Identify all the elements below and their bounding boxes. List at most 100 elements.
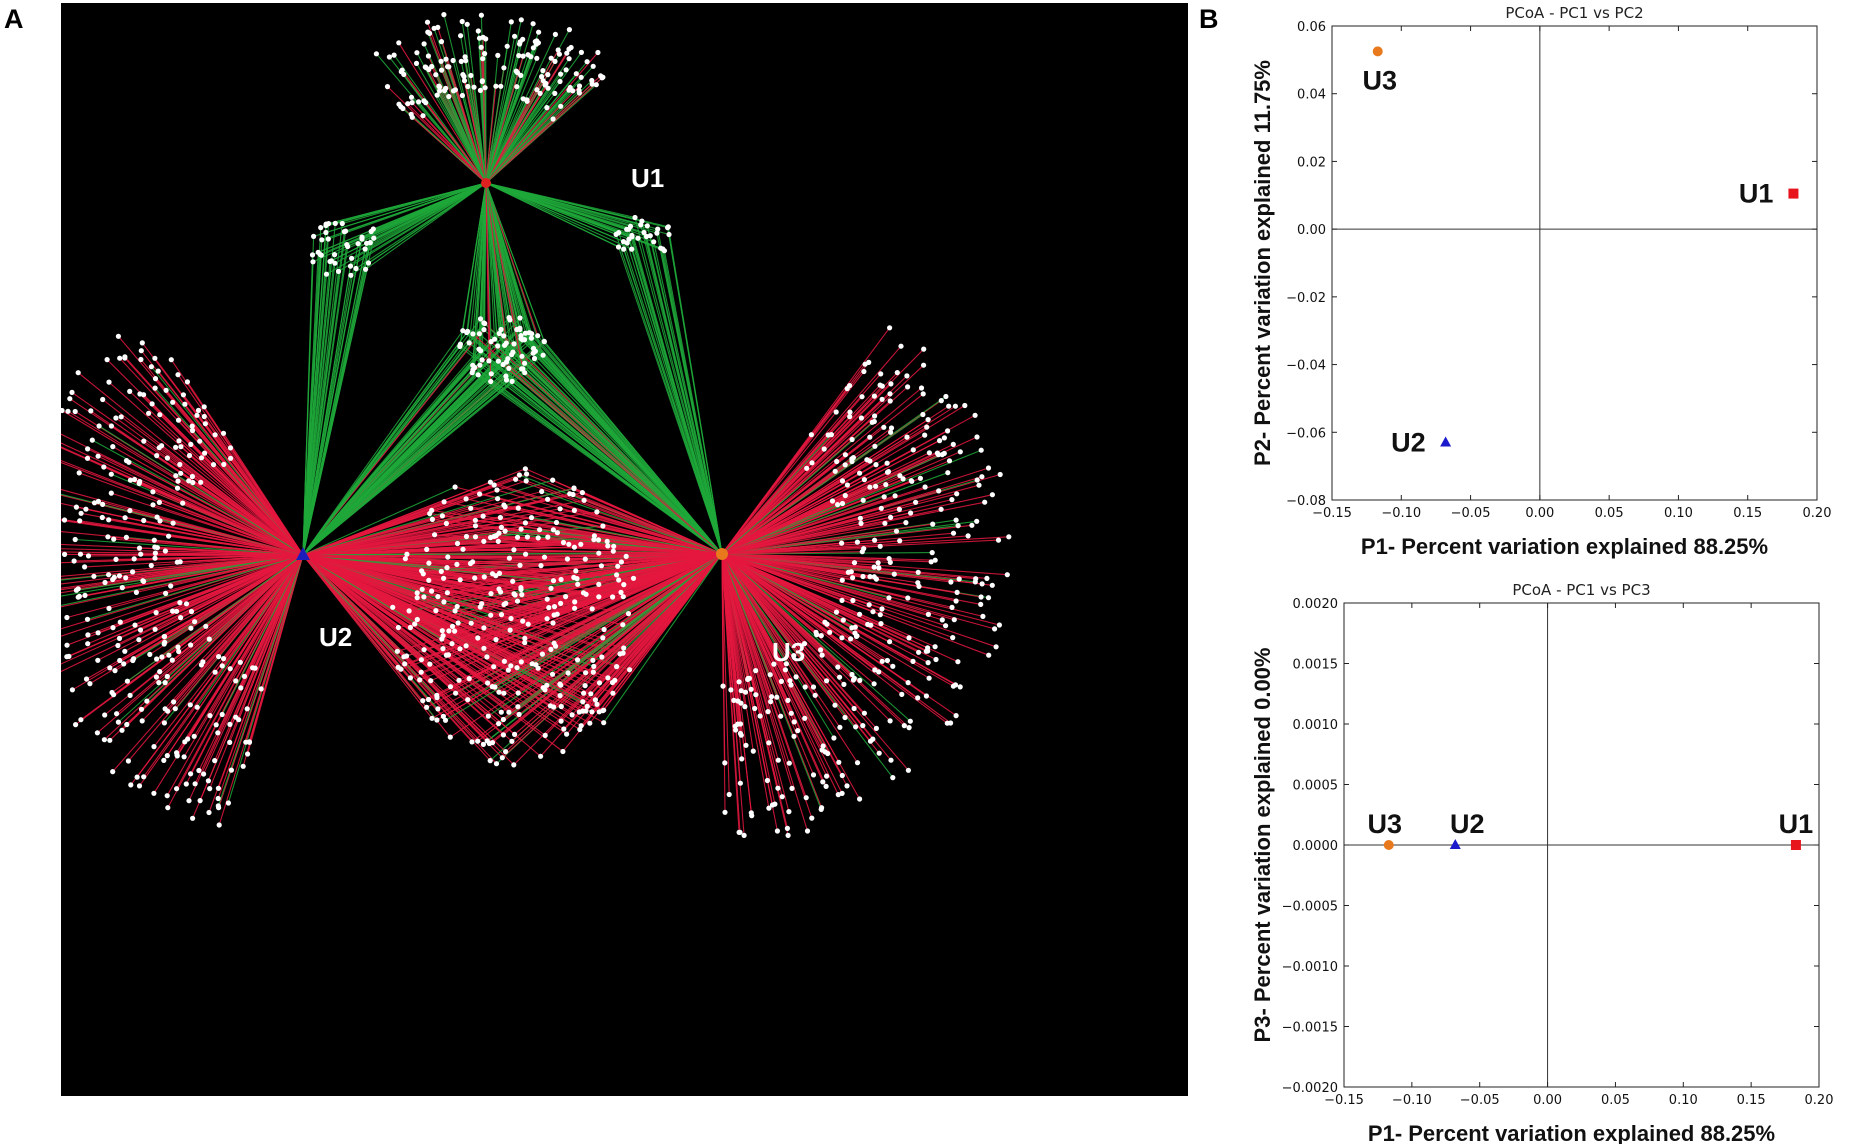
x-axis-label: P1- Percent variation explained 88.25% [1361, 534, 1768, 559]
node [319, 237, 325, 243]
node [732, 723, 738, 729]
node [157, 412, 163, 418]
node [127, 477, 133, 483]
node [485, 680, 491, 686]
node [166, 533, 172, 539]
node [154, 514, 160, 520]
edge [302, 252, 319, 556]
node [890, 775, 896, 781]
node [480, 513, 486, 519]
edge [494, 338, 723, 555]
node [85, 641, 91, 647]
node [639, 218, 645, 224]
node [481, 538, 487, 545]
node [742, 689, 749, 695]
node [91, 573, 97, 579]
node [766, 740, 772, 746]
node [503, 749, 509, 755]
edge [108, 554, 304, 576]
node [496, 721, 502, 727]
node [215, 785, 221, 791]
node [390, 604, 396, 610]
node [111, 536, 117, 542]
edge [531, 517, 723, 555]
node [194, 412, 200, 418]
node [920, 391, 926, 397]
node [227, 721, 233, 728]
node [801, 641, 808, 647]
node [557, 693, 563, 699]
edge [61, 531, 304, 556]
node [418, 657, 424, 663]
node [878, 505, 884, 511]
node [847, 414, 853, 420]
node [875, 560, 881, 566]
edge [200, 554, 304, 666]
node [905, 680, 911, 686]
edge [125, 554, 304, 579]
node [95, 498, 101, 504]
node [495, 358, 501, 364]
node [567, 491, 573, 497]
node [850, 575, 856, 581]
node [77, 518, 83, 524]
edge [721, 553, 855, 709]
node [219, 711, 225, 718]
node [539, 488, 545, 495]
edge [66, 554, 304, 619]
edge [302, 486, 456, 556]
node [587, 720, 593, 726]
node [873, 725, 880, 732]
edge [302, 271, 340, 556]
node [85, 553, 92, 559]
node [414, 50, 420, 56]
node [514, 665, 520, 671]
node [550, 477, 556, 483]
y-axis-label: P2- Percent variation explained 11.75% [1250, 60, 1275, 466]
node [371, 235, 377, 241]
node [110, 625, 116, 631]
node [470, 362, 476, 368]
node [572, 605, 578, 611]
node [891, 571, 897, 577]
edge [485, 86, 497, 184]
node [365, 260, 372, 266]
node [502, 528, 508, 534]
node [613, 231, 619, 237]
node [601, 720, 607, 726]
edge [138, 482, 304, 556]
node [952, 403, 959, 409]
node [955, 523, 961, 529]
edge [61, 461, 304, 556]
node [726, 791, 732, 798]
edge [601, 553, 723, 658]
edge [302, 223, 336, 556]
node [600, 523, 606, 529]
node [131, 476, 138, 483]
node [564, 50, 570, 56]
node [170, 399, 176, 405]
node [498, 524, 504, 531]
node [737, 829, 743, 835]
node [407, 675, 413, 681]
node [887, 639, 893, 645]
node [131, 656, 137, 662]
edge [302, 554, 556, 647]
node [985, 595, 992, 601]
node [545, 496, 551, 502]
node [519, 353, 525, 359]
node [567, 84, 573, 91]
node [384, 84, 391, 90]
edge [721, 345, 902, 555]
y-tick-label: 0.0005 [1293, 779, 1339, 794]
node [949, 497, 955, 503]
node [853, 724, 859, 730]
edge [61, 554, 304, 673]
node [396, 40, 402, 46]
node [152, 376, 159, 382]
y-tick-label: −0.02 [1286, 291, 1326, 306]
node [571, 486, 577, 492]
node [215, 803, 221, 809]
node [957, 684, 963, 690]
node [447, 734, 453, 740]
